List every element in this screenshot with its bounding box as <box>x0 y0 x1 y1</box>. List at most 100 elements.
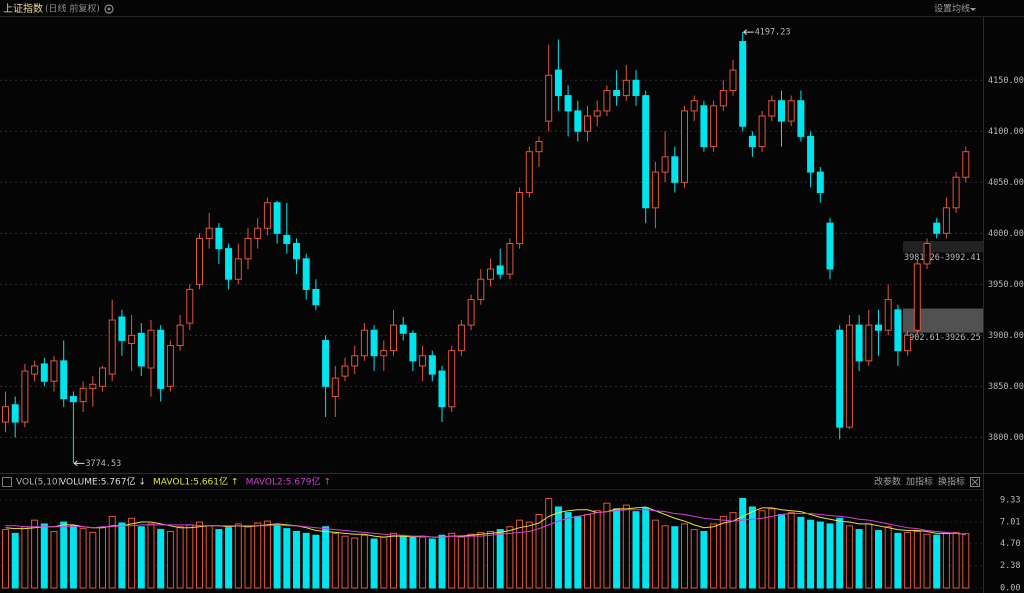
volume-bar <box>787 512 795 589</box>
volume-bar <box>807 519 815 589</box>
volume-bar <box>487 530 494 589</box>
candle-body <box>467 299 475 326</box>
volume-bar <box>448 532 456 589</box>
volume-bar <box>593 510 601 589</box>
candle-body <box>516 192 524 245</box>
candle-body <box>758 115 766 148</box>
volume-bar <box>477 531 485 589</box>
panel-button[interactable]: 换指标 <box>938 476 965 488</box>
candle-body <box>787 100 795 122</box>
y-tick-label: 4100.00 <box>988 127 1024 137</box>
y-tick-label: 3950.00 <box>988 280 1024 290</box>
candle-body <box>661 156 669 173</box>
gap-box <box>903 241 983 253</box>
close-icon[interactable] <box>970 477 980 487</box>
volume-bar <box>196 521 203 589</box>
candle-body <box>428 355 436 375</box>
candle-body <box>89 383 97 389</box>
volume-tick-label: 9.33 <box>1000 496 1020 506</box>
volume-bar <box>690 529 698 589</box>
help-icon[interactable] <box>2 477 12 487</box>
volume-bar <box>351 537 359 589</box>
volume-bar <box>952 531 960 589</box>
candle-body <box>263 202 271 229</box>
panel-button[interactable]: 改参数 <box>874 476 901 488</box>
volume-bar <box>457 535 465 589</box>
panel-button[interactable]: 加指标 <box>906 476 933 488</box>
chart-subtitle: (日线 前复权) <box>45 3 100 15</box>
volume-bar <box>710 523 718 589</box>
candle-body <box>807 135 815 173</box>
volume-bar <box>99 527 106 589</box>
candle-body <box>768 100 776 117</box>
candle-body <box>875 324 882 331</box>
volume-bar <box>302 532 310 589</box>
settings-button[interactable]: 设置均线 <box>934 3 970 15</box>
candle-body <box>545 74 553 122</box>
volume-bar <box>40 523 48 589</box>
candle-body <box>719 89 727 107</box>
candle-body <box>477 278 485 301</box>
volume-bar <box>341 535 349 589</box>
volume-bar <box>845 525 853 589</box>
gear-icon[interactable] <box>104 4 114 14</box>
candle-body <box>622 79 630 97</box>
volume-bar <box>225 527 233 589</box>
volume-bar <box>390 532 397 589</box>
volume-bar <box>642 507 650 589</box>
candle-body <box>196 237 203 285</box>
candle-body <box>962 151 970 178</box>
candle-body <box>380 350 388 357</box>
volume-bar <box>419 536 427 589</box>
volume-bar <box>564 512 572 589</box>
volume-bar <box>11 532 19 589</box>
volume-bar <box>234 523 242 589</box>
candle-body <box>564 95 572 112</box>
volume-bar <box>108 515 116 589</box>
volume-bar <box>205 525 213 589</box>
candle-body <box>331 377 339 398</box>
volume-bar <box>360 534 368 589</box>
volume-tick-label: 7.01 <box>1000 517 1020 527</box>
candle-body <box>215 227 223 250</box>
candle-body <box>593 110 601 117</box>
candle-body <box>312 288 320 306</box>
candle-body <box>79 387 87 403</box>
candle-body <box>118 316 126 341</box>
candle-body <box>942 207 950 234</box>
candle-body <box>438 370 446 408</box>
chart-title: 上证指数 <box>3 2 43 15</box>
volume-bar <box>778 514 785 589</box>
candle-body <box>603 89 611 112</box>
volume-bar <box>89 531 97 589</box>
volume-bar <box>186 524 194 589</box>
candle-body <box>128 334 136 344</box>
candle-body <box>739 41 747 127</box>
volume-bar <box>632 511 640 589</box>
volume-bar <box>923 533 931 589</box>
candle-body <box>293 243 300 260</box>
volume-tick-label: 4.70 <box>1000 539 1020 549</box>
volume-bar <box>758 510 766 589</box>
y-tick-label: 3800.00 <box>988 433 1024 443</box>
candle-body <box>69 396 77 403</box>
volume-bar <box>516 519 524 589</box>
volume-bar <box>283 528 291 589</box>
volume-bar <box>293 530 300 589</box>
volume-bar <box>263 520 271 589</box>
volume-tick-label: 2.38 <box>1000 561 1020 571</box>
candle-body <box>360 329 368 357</box>
volume-bar <box>409 537 417 589</box>
candle-body <box>31 365 39 375</box>
candle-body <box>176 324 184 347</box>
volume-bar <box>2 529 9 589</box>
candle-body <box>855 324 863 362</box>
volume-bar <box>312 534 320 589</box>
candle-body <box>729 69 737 91</box>
y-tick-label: 4150.00 <box>988 76 1024 86</box>
candle-body <box>370 329 378 357</box>
candle-body <box>40 363 48 382</box>
